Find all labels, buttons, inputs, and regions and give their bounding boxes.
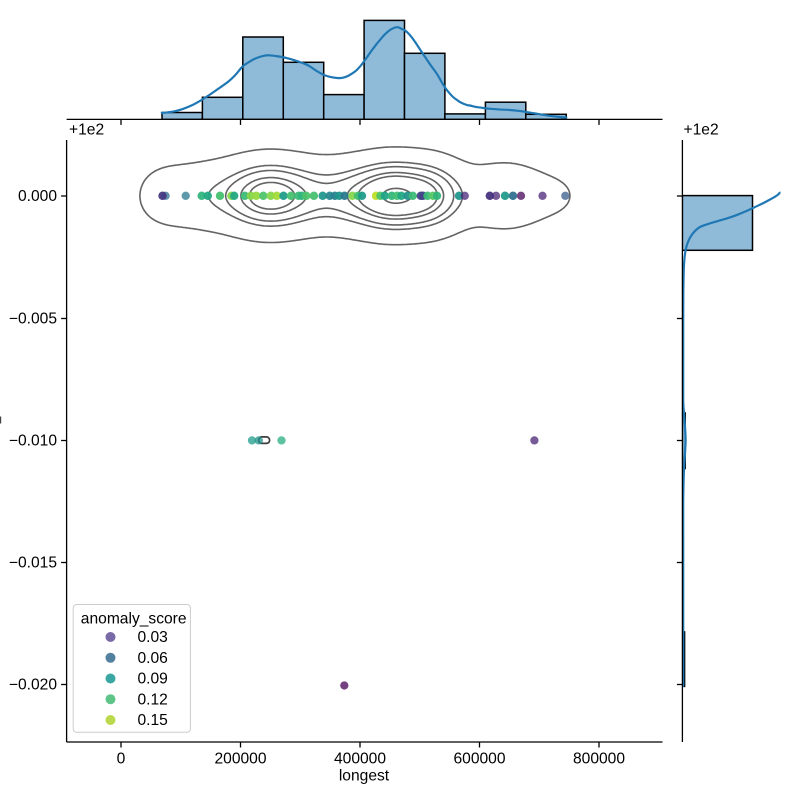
svg-text:−0.005: −0.005 — [9, 311, 57, 328]
svg-text:+1e2: +1e2 — [684, 122, 719, 139]
svg-text:0: 0 — [117, 751, 126, 768]
svg-text:0.12: 0.12 — [138, 691, 168, 708]
svg-text:800000: 800000 — [573, 751, 625, 768]
svg-text:0.000: 0.000 — [18, 188, 57, 205]
svg-text:0.15: 0.15 — [138, 712, 169, 729]
svg-text:600000: 600000 — [453, 751, 505, 768]
svg-text:anomaly_score: anomaly_score — [81, 611, 187, 628]
svg-text:0.03: 0.03 — [138, 629, 168, 646]
svg-text:0.06: 0.06 — [138, 650, 168, 667]
svg-text:+1e2: +1e2 — [69, 122, 104, 139]
svg-text:longest: longest — [339, 768, 390, 785]
svg-text:−0.020: −0.020 — [9, 677, 57, 694]
svg-text:0.09: 0.09 — [138, 671, 168, 688]
svg-text:−0.015: −0.015 — [9, 555, 57, 572]
svg-text:−0.010: −0.010 — [9, 433, 57, 450]
svg-text:400000: 400000 — [334, 751, 386, 768]
svg-text:200000: 200000 — [214, 751, 266, 768]
